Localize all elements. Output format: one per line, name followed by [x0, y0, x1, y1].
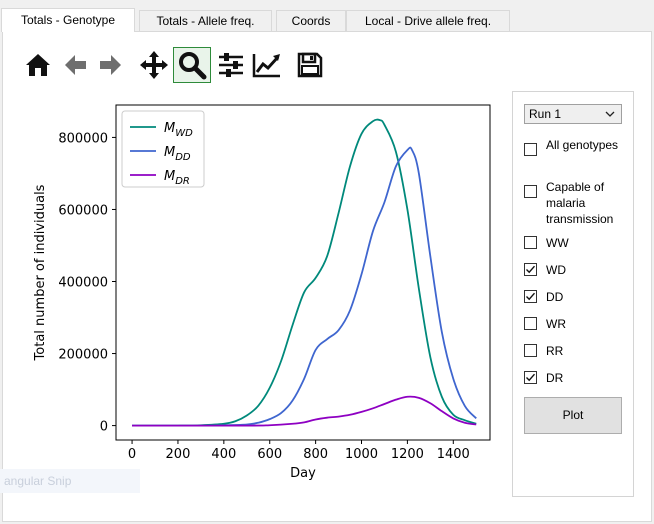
- x-tick-label: 1200: [391, 447, 424, 462]
- checkbox[interactable]: [524, 371, 537, 384]
- zoom-icon: [179, 52, 207, 80]
- checkbox-label: All genotypes: [546, 138, 619, 152]
- tab-totals-genotype[interactable]: Totals - Genotype: [1, 8, 135, 32]
- plot-button[interactable]: Plot: [524, 397, 622, 434]
- back-arrow-icon: [65, 55, 86, 75]
- x-tick-label: 200: [166, 447, 191, 462]
- x-tick-label: 400: [211, 447, 236, 462]
- legend-label-sub: DR: [175, 176, 190, 187]
- tab-totals-allele-freq[interactable]: Totals - Allele freq.: [139, 10, 272, 31]
- zoom-button[interactable]: [173, 47, 211, 83]
- x-tick-label: 800: [303, 447, 328, 462]
- x-axis-label: Day: [290, 466, 316, 481]
- x-tick-label: 1400: [437, 447, 470, 462]
- save-button[interactable]: [293, 47, 327, 83]
- series-line-wd: [132, 118, 477, 427]
- edit-curve-button[interactable]: [250, 47, 284, 83]
- home-button[interactable]: [21, 47, 55, 83]
- x-tick-label: 1000: [345, 447, 378, 462]
- legend-entry-dr: MDR: [164, 169, 190, 187]
- checkbox-label: DR: [546, 371, 564, 385]
- legend-label-base: M: [164, 169, 175, 184]
- series-line-dr: [132, 395, 477, 427]
- legend-label-sub: WD: [175, 128, 193, 139]
- series-line-dd: [132, 146, 477, 427]
- y-tick-label: 600000: [58, 203, 108, 218]
- checkmark-icon: [526, 265, 536, 274]
- checkbox-label: WD: [546, 263, 566, 277]
- save-icon: [297, 52, 323, 78]
- back-button[interactable]: [58, 47, 92, 83]
- run-select-value: Run 1: [529, 107, 562, 121]
- pan-icon: [140, 51, 168, 79]
- legend-label-base: M: [164, 145, 175, 160]
- tab-bar: Totals - Genotype Totals - Allele freq. …: [0, 0, 654, 32]
- y-tick-label: 0: [100, 420, 108, 435]
- tab-coords[interactable]: Coords: [276, 10, 346, 31]
- checkbox-label: RR: [546, 344, 564, 358]
- subplots-icon: [219, 53, 243, 77]
- checkbox[interactable]: [524, 263, 537, 276]
- forward-arrow-icon: [100, 55, 121, 75]
- checkbox[interactable]: [524, 236, 537, 249]
- y-tick-label: 800000: [58, 131, 108, 146]
- genotype-line-chart: 0 200 400 600 800 1000 1200 1400 0 200000 400000 60…: [33, 104, 491, 481]
- legend-label-sub: DD: [175, 152, 191, 163]
- checkbox[interactable]: [524, 185, 537, 198]
- tab-local-drive-allele-freq[interactable]: Local - Drive allele freq.: [346, 10, 510, 31]
- checkbox-label: WR: [546, 317, 566, 331]
- legend-label-base: M: [164, 121, 175, 136]
- checkbox[interactable]: [524, 290, 537, 303]
- run-select[interactable]: Run 1: [524, 104, 622, 124]
- checkbox[interactable]: [524, 143, 537, 156]
- legend-entry-dd: MDD: [164, 145, 191, 163]
- legend-entry-wd: MWD: [164, 121, 193, 139]
- x-tick-label: 600: [257, 447, 282, 462]
- subplots-button[interactable]: [214, 47, 248, 83]
- edit-curve-icon: [252, 54, 280, 78]
- y-axis-label: Total number of individuals: [33, 184, 48, 361]
- y-tick-label: 400000: [58, 276, 108, 291]
- checkbox[interactable]: [524, 344, 537, 357]
- checkbox-label: DD: [546, 290, 564, 304]
- status-text: angular Snip: [0, 469, 140, 493]
- home-icon: [26, 54, 50, 76]
- legend-box: [121, 110, 205, 188]
- chevron-down-icon: [605, 111, 615, 117]
- checkbox-label: WW: [546, 236, 569, 250]
- y-tick-label: 200000: [58, 348, 108, 363]
- pan-button[interactable]: [137, 47, 171, 83]
- x-tick-label: 0: [128, 447, 136, 462]
- checkbox[interactable]: [524, 317, 537, 330]
- forward-button[interactable]: [94, 47, 128, 83]
- checkbox-label: Capable of malaria transmission: [546, 180, 614, 226]
- checkmark-icon: [526, 292, 536, 301]
- checkmark-icon: [526, 373, 536, 382]
